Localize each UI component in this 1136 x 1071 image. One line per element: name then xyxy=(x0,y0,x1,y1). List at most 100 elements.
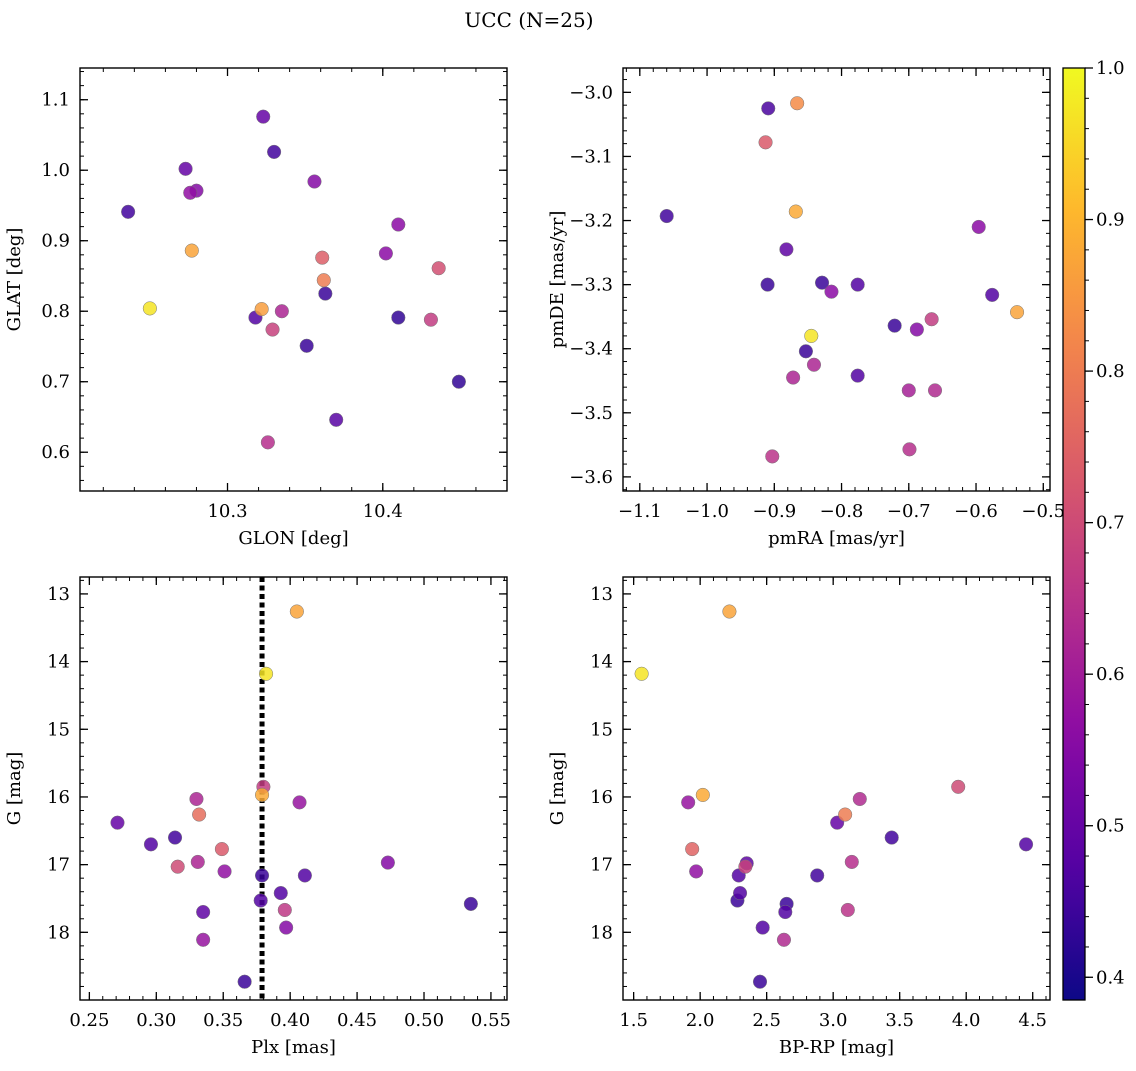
scatter-point xyxy=(689,864,704,879)
scatter-point xyxy=(685,842,700,857)
scatter-point xyxy=(307,174,322,189)
x-tick-label: 3.5 xyxy=(885,1010,914,1031)
scatter-point xyxy=(273,886,288,901)
x-tick-label: −0.7 xyxy=(887,501,931,522)
y-tick-label: 13 xyxy=(47,584,70,605)
x-tick-label: −0.9 xyxy=(752,501,796,522)
scatter-point xyxy=(786,370,801,385)
scatter-point xyxy=(901,383,916,398)
scatter-point xyxy=(274,304,289,319)
scatter-point xyxy=(755,920,770,935)
x-tick-label: 1.5 xyxy=(619,1010,648,1031)
y-tick-label: −3.1 xyxy=(569,146,613,167)
scatter-point xyxy=(850,368,865,383)
x-tick-label: 0.45 xyxy=(337,1010,377,1031)
scatter-point xyxy=(779,242,794,257)
scatter-point xyxy=(142,301,157,316)
x-tick-label: 2.0 xyxy=(686,1010,715,1031)
colorbar-tick-label: 0.5 xyxy=(1096,816,1125,837)
y-tick-label: 0.6 xyxy=(41,442,70,463)
scatter-point xyxy=(237,974,252,989)
scatter-point xyxy=(217,864,232,879)
y-tick-label: 17 xyxy=(47,855,70,876)
colorbar-tick-label: 0.4 xyxy=(1096,967,1125,988)
scatter-point xyxy=(788,204,803,219)
scatter-point xyxy=(681,795,696,810)
scatter-point xyxy=(121,204,136,219)
scatter-point xyxy=(852,791,867,807)
y-tick-label: −3.3 xyxy=(569,275,613,296)
y-tick-label: 17 xyxy=(590,855,613,876)
scatter-point xyxy=(804,328,819,343)
x-tick-label: 4.0 xyxy=(952,1010,981,1031)
axes-frame xyxy=(622,67,1051,492)
x-tick-label: 0.40 xyxy=(270,1010,310,1031)
y-tick-label: 15 xyxy=(47,719,70,740)
scatter-point xyxy=(299,338,314,353)
x-tick-label: 0.50 xyxy=(404,1010,444,1031)
scatter-point xyxy=(760,277,775,292)
y-tick-label: 0.7 xyxy=(41,372,70,393)
x-tick-label: −1.0 xyxy=(685,501,729,522)
scatter-point xyxy=(170,859,185,874)
scatter-point xyxy=(265,322,280,337)
scatter-point xyxy=(167,830,183,845)
colorbar-tick-label: 0.9 xyxy=(1096,210,1125,231)
x-axis-label: pmRA [mas/yr] xyxy=(768,528,905,549)
x-axis-label: Plx [mas] xyxy=(251,1037,336,1058)
colorbar-tick-label: 1.0 xyxy=(1096,58,1125,79)
y-tick-label: −3.2 xyxy=(569,211,613,232)
x-tick-label: 0.25 xyxy=(69,1010,109,1031)
y-tick-label: −3.6 xyxy=(569,467,613,488)
scatter-point xyxy=(765,449,780,464)
y-tick-label: 13 xyxy=(590,584,613,605)
x-tick-label: −0.6 xyxy=(954,501,998,522)
y-tick-label: 16 xyxy=(47,787,70,808)
scatter-point xyxy=(659,209,674,224)
scatter-point xyxy=(259,666,274,681)
scatter-point xyxy=(289,604,304,619)
scatter-point xyxy=(318,286,333,301)
panel-top-right: −1.1 −1.0 −0.9 −0.8 −0.7 −0.6 −0.5 −3.6 −3.5 −3.4… xyxy=(547,67,1065,549)
y-tick-label: 14 xyxy=(47,652,70,673)
scatter-point xyxy=(378,246,393,261)
scatter-point xyxy=(927,383,943,398)
scatter-point xyxy=(778,904,793,920)
y-tick-label: 18 xyxy=(590,922,613,943)
x-tick-label: −0.5 xyxy=(1021,501,1065,522)
scatter-point xyxy=(810,868,825,883)
x-tick-label: −0.8 xyxy=(820,501,864,522)
scatter-point xyxy=(279,920,294,935)
scatter-point xyxy=(254,868,270,883)
scatter-point xyxy=(451,374,466,389)
scatter-point xyxy=(192,807,207,822)
y-tick-label: 16 xyxy=(590,787,613,808)
scatter-point xyxy=(143,837,158,852)
scatter-point xyxy=(316,273,331,288)
scatter-point xyxy=(391,310,406,325)
scatter-point xyxy=(738,859,753,874)
y-tick-label: −3.5 xyxy=(569,403,613,424)
y-tick-label: 1.1 xyxy=(41,90,70,111)
panel-bottom-left: 0.25 0.30 0.35 0.40 0.45 0.50 0.55 13 14 15 16 17 18… xyxy=(4,576,511,1058)
scatter-point xyxy=(776,932,792,947)
scatter-point xyxy=(752,974,768,989)
y-axis-label: GLAT [deg] xyxy=(4,228,25,332)
y-tick-label: 0.9 xyxy=(41,231,70,252)
scatter-point xyxy=(297,868,312,883)
scatter-point xyxy=(758,135,773,150)
scatter-point xyxy=(423,312,438,327)
scatter-point xyxy=(315,250,330,265)
panel-bottom-right: 1.5 2.0 2.5 3.0 3.5 4.0 4.5 13 14 15 16 17 18 BP-RP [… xyxy=(547,576,1051,1058)
scatter-point xyxy=(214,842,229,857)
colorbar: 0.4 0.5 0.6 0.7 0.8 0.9 1.0 xyxy=(1062,58,1125,1001)
markers xyxy=(110,604,478,989)
scatter-point xyxy=(824,284,839,299)
scatter-point xyxy=(887,318,902,333)
scatter-point xyxy=(183,185,198,200)
scatter-point xyxy=(838,807,853,822)
scatter-point xyxy=(329,412,344,427)
figure-title: UCC (N=25) xyxy=(464,8,593,32)
